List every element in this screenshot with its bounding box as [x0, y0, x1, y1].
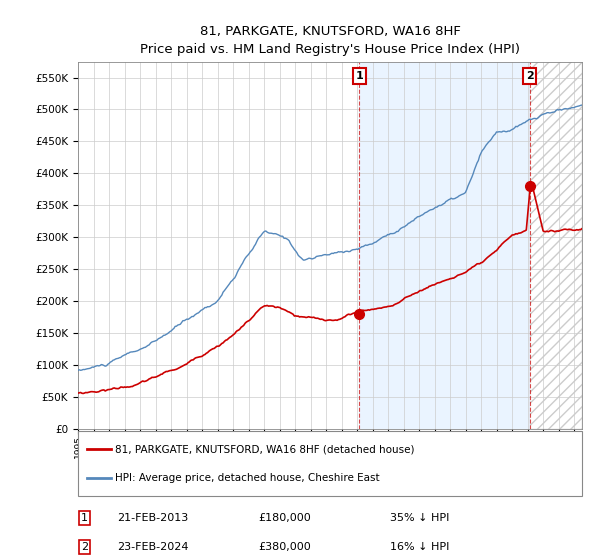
- Text: 1: 1: [81, 513, 88, 523]
- Text: £380,000: £380,000: [258, 542, 311, 552]
- Title: 81, PARKGATE, KNUTSFORD, WA16 8HF
Price paid vs. HM Land Registry's House Price : 81, PARKGATE, KNUTSFORD, WA16 8HF Price …: [140, 25, 520, 56]
- Bar: [530, 62, 582, 428]
- Text: 81, PARKGATE, KNUTSFORD, WA16 8HF (detached house): 81, PARKGATE, KNUTSFORD, WA16 8HF (detac…: [115, 445, 415, 454]
- Text: 2: 2: [526, 71, 533, 81]
- Text: 1: 1: [355, 71, 363, 81]
- Text: 16% ↓ HPI: 16% ↓ HPI: [390, 542, 449, 552]
- Text: 2: 2: [81, 542, 88, 552]
- Text: 21-FEB-2013: 21-FEB-2013: [117, 513, 188, 523]
- Bar: [359, 62, 530, 428]
- Text: 23-FEB-2024: 23-FEB-2024: [117, 542, 188, 552]
- Text: HPI: Average price, detached house, Cheshire East: HPI: Average price, detached house, Ches…: [115, 473, 380, 483]
- Text: 35% ↓ HPI: 35% ↓ HPI: [390, 513, 449, 523]
- Text: £180,000: £180,000: [258, 513, 311, 523]
